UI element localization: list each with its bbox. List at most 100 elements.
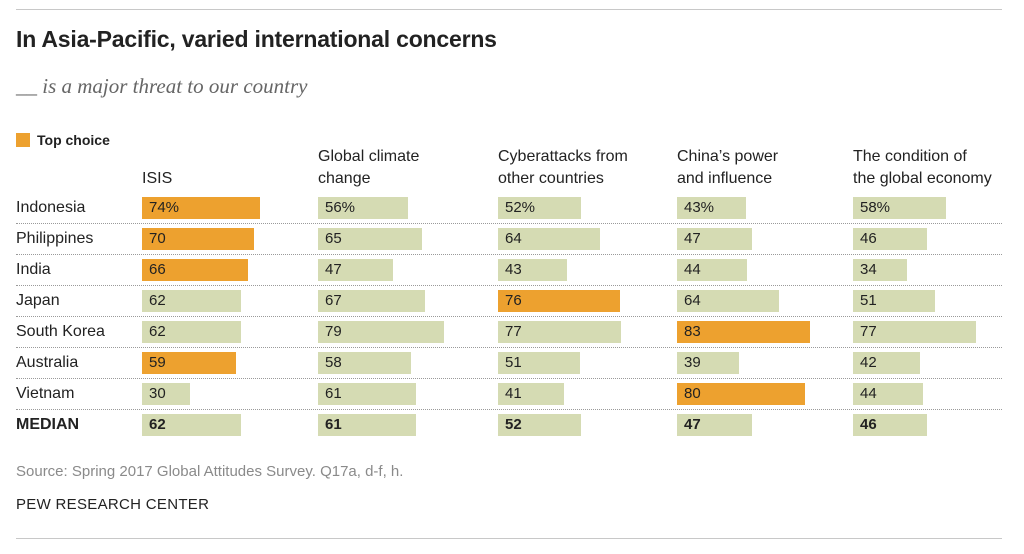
bar-south-korea-3 <box>498 321 621 343</box>
bar-india-4 <box>677 259 747 281</box>
bar-vietnam-2 <box>318 383 416 405</box>
bar-indonesia-1 <box>142 197 260 219</box>
bar-median-2 <box>318 414 416 436</box>
bar-japan-2 <box>318 290 425 312</box>
row-divider <box>16 223 1002 224</box>
bar-value-label: 74% <box>149 199 180 216</box>
row-divider <box>16 316 1002 317</box>
bar-value-label: 58% <box>860 199 891 216</box>
bar-australia-5 <box>853 352 920 374</box>
bar-south-korea-5 <box>853 321 976 343</box>
bar-value-label: 44 <box>860 385 877 402</box>
row-label: Australia <box>16 354 79 371</box>
bar-value-label: 51 <box>860 292 877 309</box>
legend-swatch-top-choice <box>16 133 30 147</box>
column-header-4: China’s power and influence <box>677 148 779 187</box>
bar-indonesia-5 <box>853 197 946 219</box>
bar-value-label: 64 <box>505 230 522 247</box>
bar-australia-1 <box>142 352 236 374</box>
bar-value-label: 47 <box>684 416 701 433</box>
bar-value-label: 30 <box>149 385 166 402</box>
bar-indonesia-3 <box>498 197 581 219</box>
bar-philippines-5 <box>853 228 927 250</box>
bar-value-label: 43% <box>684 199 715 216</box>
bar-vietnam-1 <box>142 383 190 405</box>
bar-philippines-2 <box>318 228 422 250</box>
row-label: MEDIAN <box>16 416 80 433</box>
legend-label: Top choice <box>37 132 110 148</box>
row-label: Vietnam <box>16 385 75 402</box>
bar-value-label: 58 <box>325 354 342 371</box>
bar-value-label: 56% <box>325 199 356 216</box>
bar-value-label: 83 <box>684 323 701 340</box>
bar-value-label: 47 <box>684 230 701 247</box>
row-label: Philippines <box>16 230 94 247</box>
chart-title: In Asia-Pacific, varied international co… <box>16 26 497 52</box>
row-label: Indonesia <box>16 199 86 216</box>
bar-median-1 <box>142 414 241 436</box>
bar-india-5 <box>853 259 907 281</box>
bar-value-label: 61 <box>325 416 342 433</box>
column-header-1: ISIS <box>142 170 173 187</box>
bar-value-label: 41 <box>505 385 522 402</box>
bar-value-label: 52 <box>505 416 522 433</box>
bar-value-label: 65 <box>325 230 342 247</box>
source-note: Source: Spring 2017 Global Attitudes Sur… <box>16 463 404 480</box>
bar-vietnam-5 <box>853 383 923 405</box>
bar-south-korea-2 <box>318 321 444 343</box>
bar-value-label: 62 <box>149 292 166 309</box>
bar-japan-1 <box>142 290 241 312</box>
row-divider <box>16 378 1002 379</box>
bar-value-label: 43 <box>505 261 522 278</box>
bar-value-label: 70 <box>149 230 166 247</box>
column-header-5: The condition of the global economy <box>853 148 992 187</box>
row-label: South Korea <box>16 323 105 340</box>
bar-value-label: 79 <box>325 323 342 340</box>
bar-value-label: 76 <box>505 292 522 309</box>
row-divider <box>16 285 1002 286</box>
row-label: India <box>16 261 51 278</box>
bar-value-label: 44 <box>684 261 701 278</box>
top-rule <box>16 9 1002 10</box>
bar-value-label: 64 <box>684 292 701 309</box>
bar-value-label: 46 <box>860 230 877 247</box>
bar-value-label: 51 <box>505 354 522 371</box>
bar-philippines-3 <box>498 228 600 250</box>
bar-value-label: 42 <box>860 354 877 371</box>
bar-philippines-1 <box>142 228 254 250</box>
bar-india-3 <box>498 259 567 281</box>
bar-philippines-4 <box>677 228 752 250</box>
legend: Top choice <box>16 131 110 149</box>
column-header-2: Global climate change <box>318 148 420 187</box>
bar-value-label: 47 <box>325 261 342 278</box>
bar-value-label: 39 <box>684 354 701 371</box>
bar-japan-4 <box>677 290 779 312</box>
bar-vietnam-4 <box>677 383 805 405</box>
bar-median-4 <box>677 414 752 436</box>
bar-value-label: 62 <box>149 416 166 433</box>
bar-australia-4 <box>677 352 739 374</box>
bar-vietnam-3 <box>498 383 564 405</box>
bar-south-korea-4 <box>677 321 810 343</box>
credit-line: PEW RESEARCH CENTER <box>16 496 210 513</box>
bar-australia-2 <box>318 352 411 374</box>
bar-india-1 <box>142 259 248 281</box>
row-divider <box>16 254 1002 255</box>
row-divider <box>16 409 1002 410</box>
bar-median-5 <box>853 414 927 436</box>
bar-median-3 <box>498 414 581 436</box>
bar-value-label: 46 <box>860 416 877 433</box>
bar-value-label: 80 <box>684 385 701 402</box>
bar-value-label: 52% <box>505 199 536 216</box>
column-header-3: Cyberattacks from other countries <box>498 148 628 187</box>
bar-value-label: 61 <box>325 385 342 402</box>
bar-value-label: 67 <box>325 292 342 309</box>
row-divider <box>16 347 1002 348</box>
bar-india-2 <box>318 259 393 281</box>
bar-value-label: 59 <box>149 354 166 371</box>
bar-value-label: 62 <box>149 323 166 340</box>
bar-value-label: 66 <box>149 261 166 278</box>
chart-subtitle: __ is a major threat to our country <box>16 74 308 98</box>
bar-japan-3 <box>498 290 620 312</box>
bar-value-label: 34 <box>860 261 877 278</box>
